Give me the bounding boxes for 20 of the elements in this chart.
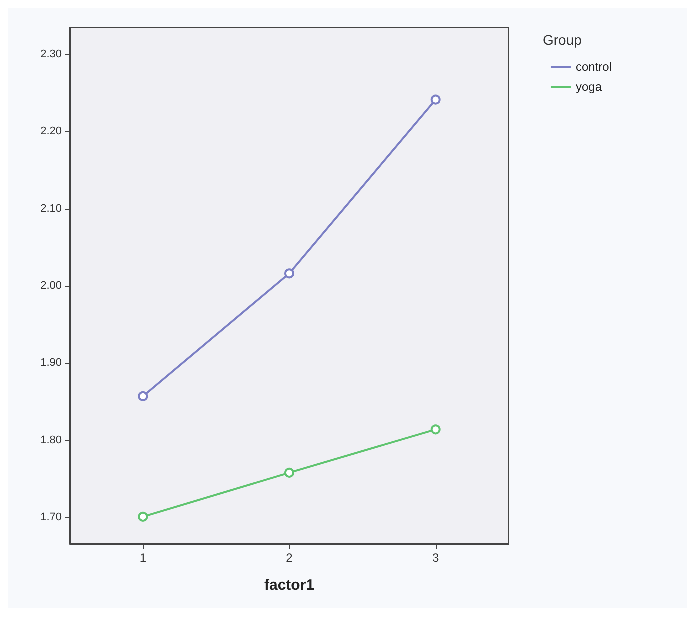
legend-label: yoga [576,80,602,94]
x-tick-label: 3 [432,551,440,565]
y-tick-label: 2.00 [40,280,62,292]
y-tick-label: 1.70 [40,512,62,524]
y-tick-label: 2.30 [40,48,62,60]
x-tick-label: 2 [286,551,294,565]
point [430,94,441,105]
y-tick-label: 2.10 [40,202,62,215]
y-tick-label: 1.90 [40,357,62,370]
point [284,268,294,279]
point [430,424,441,435]
y-tick-label: 1.80 [40,434,62,446]
x-axis-title: factor1 [264,577,315,594]
legend-label: control [576,60,612,74]
legend-title: Group [543,32,582,48]
point [284,468,294,478]
y-tick-label: 2.20 [40,126,62,138]
point [138,512,148,522]
x-tick-label: 1 [140,551,147,565]
point [138,391,148,402]
